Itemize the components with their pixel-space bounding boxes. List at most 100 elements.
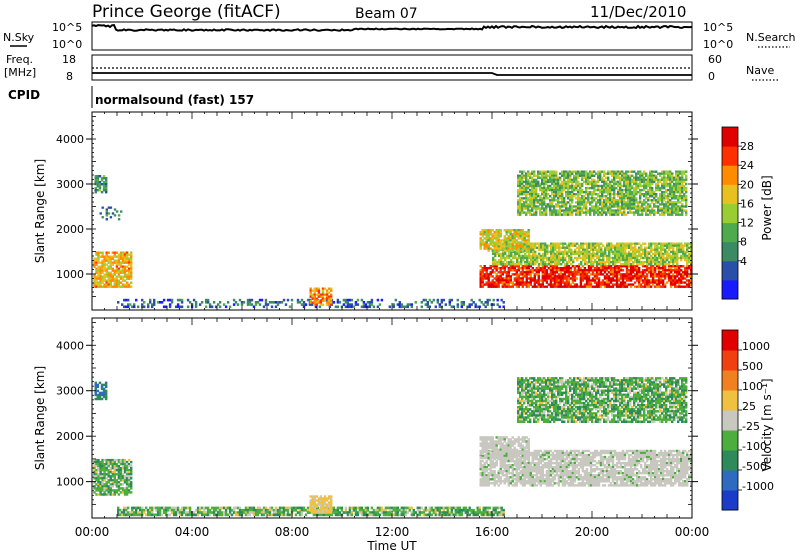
heatmap-cell — [117, 483, 121, 486]
heatmap-cell — [672, 250, 675, 254]
heatmap-cell — [637, 182, 640, 186]
heatmap-cell — [111, 255, 114, 258]
heatmap-cell — [650, 246, 653, 249]
heatmap-cell — [346, 298, 350, 302]
heatmap-cell — [681, 178, 684, 182]
heatmap-cell — [543, 213, 546, 216]
heatmap-cell — [539, 182, 542, 186]
heatmap-cell — [113, 214, 117, 217]
heatmap-cell — [565, 207, 568, 210]
heatmap-cell — [139, 513, 142, 517]
heatmap-cell — [671, 205, 674, 208]
heatmap-cell — [107, 279, 110, 282]
heatmap-cell — [539, 279, 542, 282]
heatmap-cell — [543, 207, 546, 210]
heatmap-cell — [629, 186, 632, 190]
heatmap-cell — [511, 267, 514, 270]
heatmap-cell — [202, 508, 206, 512]
heatmap-cell — [626, 260, 629, 264]
heatmap-cell — [601, 178, 604, 182]
heatmap-cell — [121, 271, 125, 274]
heatmap-cell — [318, 305, 322, 309]
heatmap-cell — [619, 211, 622, 214]
heatmap-cell — [665, 211, 668, 214]
heatmap-cell — [645, 205, 648, 208]
heatmap-cell — [617, 207, 620, 210]
heatmap-cell — [681, 203, 684, 206]
heatmap-cell — [97, 477, 100, 480]
heatmap-cell — [616, 258, 619, 262]
heatmap-cell — [218, 305, 222, 309]
heatmap-cell — [513, 277, 516, 280]
heatmap-cell — [523, 203, 526, 206]
heatmap-cell — [608, 258, 611, 262]
heatmap-cell — [628, 246, 631, 249]
heatmap-cell — [479, 271, 482, 274]
heatmap-cell — [550, 263, 553, 266]
heatmap-cell — [139, 508, 142, 512]
heatmap-cell — [513, 279, 516, 282]
heatmap-cell — [479, 269, 482, 272]
heatmap-cell — [147, 305, 150, 309]
heatmap-cell — [105, 210, 108, 213]
heatmap-cell — [567, 277, 571, 280]
heatmap-cell — [669, 275, 673, 278]
heatmap-cell — [645, 197, 648, 200]
heatmap-cell — [94, 179, 97, 182]
heatmap-cell — [317, 301, 321, 304]
heatmap-cell — [121, 261, 125, 264]
heatmap-cell — [661, 193, 664, 196]
heatmap-cell — [587, 281, 591, 284]
heatmap-cell — [319, 299, 323, 302]
heatmap-cell — [682, 275, 685, 278]
heatmap-cell — [483, 229, 486, 232]
heatmap-cell — [607, 275, 611, 278]
heatmap-cell — [661, 209, 664, 212]
heatmap-cell — [575, 176, 578, 179]
heatmap-cell — [105, 275, 108, 278]
heatmap-cell — [604, 248, 607, 251]
heatmap-cell — [127, 483, 131, 486]
heatmap-cell — [648, 263, 651, 266]
heatmap-cell — [109, 271, 112, 274]
heatmap-cell — [559, 197, 562, 200]
heatmap-cell — [653, 199, 656, 202]
heatmap-cell — [591, 174, 594, 177]
heatmap-cell — [529, 199, 532, 202]
heatmap-cell — [601, 195, 604, 198]
heatmap-cell — [544, 254, 547, 258]
heatmap-cell — [569, 180, 572, 184]
heatmap-cell — [100, 177, 104, 180]
heatmap-cell — [317, 295, 321, 298]
heatmap-cell — [561, 186, 564, 190]
heatmap-cell — [605, 180, 608, 184]
heatmap-cell — [589, 203, 592, 206]
heatmap-cell — [485, 235, 488, 238]
heatmap-cell — [366, 305, 370, 309]
heatmap-cell — [105, 283, 108, 286]
heatmap-cell — [501, 265, 504, 268]
heatmap-cell — [492, 260, 495, 264]
heatmap-cell — [633, 269, 637, 272]
heatmap-cell — [619, 170, 622, 173]
heatmap-cell — [524, 256, 527, 260]
heatmap-cell — [180, 513, 184, 517]
heatmap-cell — [545, 170, 548, 173]
heatmap-cell — [541, 172, 544, 175]
heatmap-cell — [591, 271, 595, 274]
heatmap-cell — [575, 213, 578, 216]
heatmap-cell — [119, 275, 123, 278]
heatmap-cell — [669, 191, 672, 194]
heatmap-cell — [580, 263, 583, 266]
heatmap-cell — [113, 467, 116, 470]
heatmap-cell — [123, 261, 127, 264]
heatmap-cell — [495, 237, 498, 240]
heatmap-cell — [525, 191, 528, 194]
heatmap-cell — [670, 242, 673, 245]
heatmap-cell — [585, 193, 588, 196]
heatmap-cell — [168, 508, 172, 512]
heatmap-cell — [611, 277, 615, 280]
heatmap-cell — [532, 248, 535, 251]
heatmap-cell — [619, 184, 622, 188]
heatmap-cell — [483, 277, 486, 280]
